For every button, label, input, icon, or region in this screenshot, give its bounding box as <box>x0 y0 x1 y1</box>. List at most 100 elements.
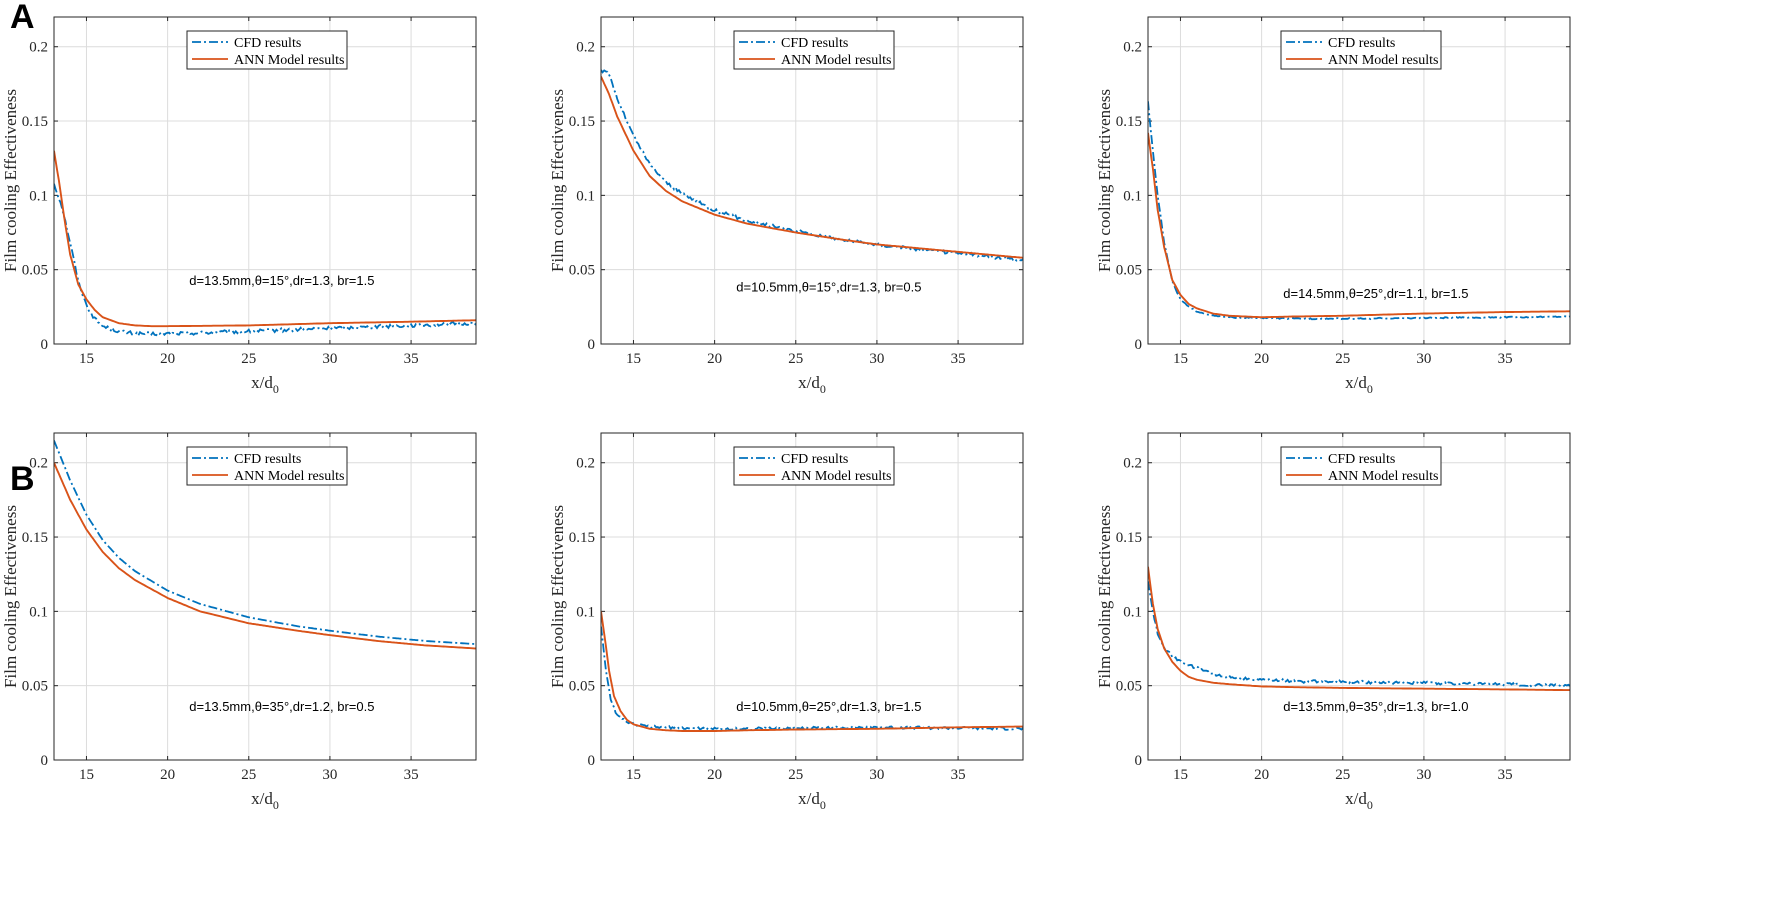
cfd-results-line <box>1148 101 1570 321</box>
y-axis-label: Film cooling Effectiveness <box>548 505 567 688</box>
y-axis-label: Film cooling Effectiveness <box>548 89 567 272</box>
legend-label-ann: ANN Model results <box>781 469 891 484</box>
plot-area <box>1148 101 1570 321</box>
y-tick-label: 0.05 <box>1116 679 1142 695</box>
chart-panel-2: 15 20 25 30 35 0 0.05 0.1 0.15 0.2 x/d0 Film coolin… <box>548 16 1024 396</box>
x-tick-label: 30 <box>322 351 337 367</box>
x-tick-label: 20 <box>1254 351 1269 367</box>
x-axis-label: x/d0 <box>798 373 826 396</box>
row-label-a: A <box>10 0 35 36</box>
y-tick-label: 0 <box>588 753 596 769</box>
ann-model-results-line <box>54 150 476 328</box>
x-axis-label-subscript: 0 <box>273 382 279 396</box>
x-axis-label: x/d0 <box>1345 789 1373 812</box>
chart-panel-3: 15 20 25 30 35 0 0.05 0.1 0.15 0.2 x/d0 Film coolin… <box>1095 16 1571 396</box>
x-tick-label: 20 <box>160 767 175 783</box>
y-tick-label: 0.1 <box>1123 188 1142 204</box>
x-tick-label: 25 <box>241 767 256 783</box>
x-tick-label: 35 <box>951 767 966 783</box>
parameter-annotation: d=14.5mm,θ=25°,dr=1.1, br=1.5 <box>1283 286 1468 301</box>
chart-panel-1: 15 20 25 30 35 0 0.05 0.1 0.15 0.2 x/d0 Film coolin… <box>1 16 477 396</box>
x-tick-label: 20 <box>160 351 175 367</box>
y-axis-label: Film cooling Effectiveness <box>1 89 20 272</box>
x-tick-label: 30 <box>1416 351 1431 367</box>
y-tick-label: 0.2 <box>576 40 595 56</box>
y-tick-label: 0.15 <box>22 114 48 130</box>
plot-area <box>601 611 1023 732</box>
cfd-results-line <box>601 626 1023 732</box>
x-tick-label: 25 <box>788 351 803 367</box>
axes-frame <box>53 432 477 761</box>
legend-box <box>1280 446 1442 486</box>
y-tick-label: 0.2 <box>29 40 48 56</box>
x-axis-label: x/d0 <box>798 789 826 812</box>
legend: CFD results ANN Model results <box>186 30 348 70</box>
legend-label-cfd: CFD results <box>1328 36 1395 51</box>
legend-label-ann: ANN Model results <box>234 469 344 484</box>
y-tick-label: 0.2 <box>1123 40 1142 56</box>
y-tick-label: 0.2 <box>29 456 48 472</box>
x-axis-label-subscript: 0 <box>820 382 826 396</box>
axes-frame <box>1147 16 1571 345</box>
x-axis-label-subscript: 0 <box>1367 382 1373 396</box>
axes-frame <box>600 16 1024 345</box>
x-axis-label: x/d0 <box>251 789 279 812</box>
ann-model-results-line <box>601 76 1023 259</box>
legend: CFD results ANN Model results <box>1280 30 1442 70</box>
x-axis-label-subscript: 0 <box>820 798 826 812</box>
ann-model-results-line <box>601 611 1023 732</box>
plot-area <box>54 150 476 338</box>
legend-box <box>186 446 348 486</box>
x-tick-label: 25 <box>788 767 803 783</box>
parameter-annotation: d=10.5mm,θ=25°,dr=1.3, br=1.5 <box>736 699 921 714</box>
chart-panels: 15 20 25 30 35 0 0.05 0.1 0.15 0.2 x/d0 Film coolin… <box>1 16 1571 812</box>
legend-box <box>1280 30 1442 70</box>
legend-label-ann: ANN Model results <box>1328 53 1438 68</box>
y-tick-label: 0.15 <box>569 530 595 546</box>
parameter-annotation: d=13.5mm,θ=15°,dr=1.3, br=1.5 <box>189 273 374 288</box>
chart-panel-4: 15 20 25 30 35 0 0.05 0.1 0.15 0.2 x/d0 Film coolin… <box>1 432 477 812</box>
plot-area <box>1148 566 1570 692</box>
y-axis-label: Film cooling Effectiveness <box>1095 89 1114 272</box>
x-tick-label: 15 <box>79 351 94 367</box>
y-tick-label: 0.1 <box>29 604 48 620</box>
x-tick-label: 20 <box>707 767 722 783</box>
y-tick-label: 0.05 <box>569 679 595 695</box>
y-tick-label: 0.05 <box>22 679 48 695</box>
x-tick-label: 15 <box>79 767 94 783</box>
x-tick-label: 25 <box>1335 351 1350 367</box>
x-tick-label: 20 <box>1254 767 1269 783</box>
x-tick-label: 35 <box>1498 351 1513 367</box>
x-tick-label: 15 <box>626 351 641 367</box>
ann-model-results-line <box>1148 566 1570 692</box>
axes-frame <box>53 16 477 345</box>
legend: CFD results ANN Model results <box>1280 446 1442 486</box>
y-tick-label: 0 <box>588 337 596 353</box>
y-tick-label: 0.05 <box>22 263 48 279</box>
legend-label-ann: ANN Model results <box>781 53 891 68</box>
y-tick-label: 0.15 <box>22 530 48 546</box>
x-tick-label: 35 <box>404 351 419 367</box>
legend-box <box>733 30 895 70</box>
cfd-results-line <box>1148 581 1570 688</box>
plot-area <box>54 440 476 650</box>
y-tick-label: 0 <box>1135 337 1143 353</box>
x-tick-label: 30 <box>1416 767 1431 783</box>
parameter-annotation: d=13.5mm,θ=35°,dr=1.2, br=0.5 <box>189 699 374 714</box>
legend-label-cfd: CFD results <box>781 36 848 51</box>
x-tick-label: 25 <box>241 351 256 367</box>
x-tick-label: 35 <box>1498 767 1513 783</box>
chart-panel-6: 15 20 25 30 35 0 0.05 0.1 0.15 0.2 x/d0 Film coolin… <box>1095 432 1571 812</box>
x-axis-label-subscript: 0 <box>1367 798 1373 812</box>
parameter-annotation: d=13.5mm,θ=35°,dr=1.3, br=1.0 <box>1283 699 1468 714</box>
parameter-annotation: d=10.5mm,θ=15°,dr=1.3, br=0.5 <box>736 280 921 295</box>
axes-frame <box>1147 432 1571 761</box>
axes-frame <box>600 432 1024 761</box>
plot-area <box>601 69 1023 262</box>
legend-label-cfd: CFD results <box>1328 452 1395 467</box>
x-tick-label: 25 <box>1335 767 1350 783</box>
x-axis-label: x/d0 <box>251 373 279 396</box>
x-tick-label: 15 <box>1173 351 1188 367</box>
x-tick-label: 30 <box>869 351 884 367</box>
y-tick-label: 0.05 <box>1116 263 1142 279</box>
